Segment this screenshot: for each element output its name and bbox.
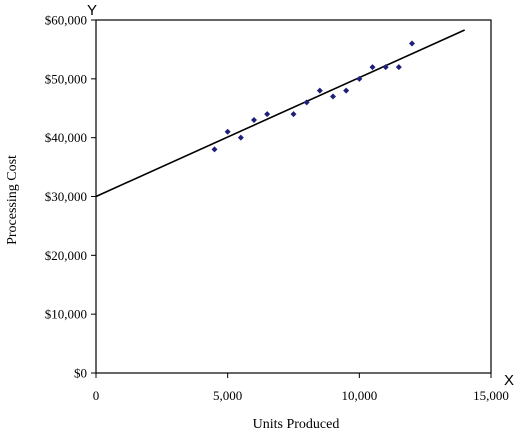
- tick-labels: $0 $10,000 $20,000 $30,000 $40,000 $50,000 $60…: [45, 13, 509, 404]
- data-point: [290, 111, 297, 118]
- data-point: [316, 87, 323, 94]
- y-axis-title: Processing Cost: [5, 155, 20, 245]
- data-point: [356, 75, 363, 82]
- data-point: [224, 128, 231, 135]
- data-point: [369, 64, 376, 71]
- x-axis-letter: X: [504, 372, 514, 389]
- trend-line-layer: [95, 29, 465, 198]
- x-axis-title: Units Produced: [253, 417, 340, 432]
- x-tick-label: 5,000: [213, 388, 242, 403]
- y-tick-label: $10,000: [45, 307, 87, 322]
- data-point: [409, 40, 415, 47]
- y-tick-label: $40,000: [45, 130, 87, 145]
- plot-area: [95, 19, 492, 374]
- axis-ticks: [91, 19, 492, 378]
- data-point: [382, 64, 389, 71]
- data-point: [395, 64, 402, 71]
- data-point: [264, 111, 271, 118]
- y-tick-label: $0: [74, 366, 87, 381]
- x-tick-label: 15,000: [473, 388, 509, 403]
- plot-frame: [95, 19, 492, 374]
- data-point: [211, 146, 218, 153]
- data-point: [251, 117, 257, 124]
- y-axis-letter: Y: [87, 2, 97, 19]
- y-tick-label: $30,000: [45, 189, 87, 204]
- x-tick-label: 0: [93, 388, 100, 403]
- y-tick-label: $50,000: [45, 71, 87, 86]
- data-point: [330, 93, 336, 100]
- x-tick-label: 10,000: [341, 388, 377, 403]
- y-tick-label: $20,000: [45, 248, 87, 263]
- y-tick-label: $60,000: [45, 13, 87, 28]
- data-points: [211, 40, 415, 153]
- data-point: [343, 87, 350, 94]
- data-point: [303, 99, 310, 106]
- data-point: [237, 134, 244, 141]
- trend-line: [95, 29, 465, 198]
